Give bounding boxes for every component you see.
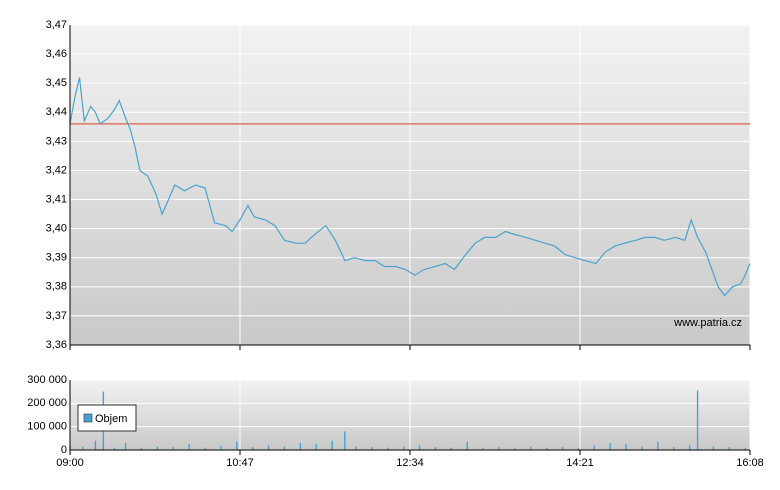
x-tick-label: 16:08	[736, 457, 764, 469]
volume-bar	[696, 390, 699, 450]
volume-bar	[236, 441, 238, 450]
x-tick-label: 10:47	[226, 457, 254, 469]
volume-bar	[140, 448, 143, 450]
volume-bar	[688, 445, 691, 450]
volume-bar	[657, 441, 659, 450]
volume-bar	[673, 447, 675, 450]
volume-bar	[124, 443, 127, 450]
y-tick-label: 3,41	[46, 193, 67, 205]
x-tick-label: 12:34	[396, 457, 424, 469]
y-tick-label: 3,39	[46, 252, 67, 264]
y-tick-label: 3,45	[46, 77, 67, 89]
volume-bar	[113, 447, 116, 450]
volume-bar	[482, 447, 484, 450]
volume-bar	[204, 447, 206, 450]
volume-bar	[530, 446, 532, 450]
volume-bar	[466, 441, 468, 450]
volume-bar	[577, 448, 580, 450]
volume-bar	[641, 446, 643, 450]
volume-bar	[418, 445, 421, 450]
volume-bar	[498, 447, 500, 450]
x-tick-label: 09:00	[56, 457, 84, 469]
volume-bar	[387, 447, 389, 450]
legend-swatch	[83, 413, 93, 423]
volume-bar	[593, 445, 595, 450]
volume-bar	[728, 447, 731, 450]
y-tick-label: 3,44	[46, 106, 67, 118]
volume-bar	[299, 443, 302, 450]
volume-bar	[156, 446, 159, 450]
volume-bar	[331, 440, 333, 450]
volume-bar	[267, 445, 270, 450]
y-tick-label: 200 000	[27, 397, 67, 409]
y-tick-label: 3,42	[46, 164, 67, 176]
y-tick-label: 3,37	[46, 310, 67, 322]
y-tick-label: 0	[61, 444, 67, 456]
volume-bar	[283, 446, 286, 450]
x-tick-label: 14:21	[566, 457, 594, 469]
volume-bar	[172, 447, 174, 450]
volume-bar	[355, 446, 357, 450]
volume-bar	[344, 431, 346, 450]
volume-bar	[82, 446, 84, 450]
volume-bar	[712, 446, 715, 450]
volume-bar	[609, 443, 611, 450]
y-tick-label: 3,36	[46, 339, 67, 351]
volume-bar	[545, 447, 548, 450]
y-tick-label: 3,47	[46, 19, 67, 31]
y-tick-label: 3,38	[46, 281, 67, 293]
volume-bar	[625, 444, 627, 450]
volume-bar	[252, 447, 254, 450]
volume-bar	[450, 447, 453, 450]
watermark: www.patria.cz	[673, 317, 742, 329]
y-tick-label: 3,46	[46, 48, 67, 60]
price-line	[69, 77, 751, 297]
volume-bar	[514, 448, 516, 450]
volume-bar	[315, 444, 317, 450]
volume-bar	[434, 447, 437, 450]
y-tick-label: 300 000	[27, 374, 67, 386]
y-tick-label: 100 000	[27, 421, 67, 433]
volume-bar	[402, 446, 405, 450]
y-tick-label: 3,43	[46, 135, 67, 147]
volume-bar	[220, 445, 222, 450]
volume-bar	[561, 447, 564, 450]
volume-bar	[744, 448, 746, 450]
legend-label: Objem	[95, 413, 127, 425]
volume-bar	[188, 444, 190, 450]
volume-bar	[94, 440, 97, 450]
y-tick-label: 3,40	[46, 223, 67, 235]
volume-bar	[371, 447, 373, 450]
